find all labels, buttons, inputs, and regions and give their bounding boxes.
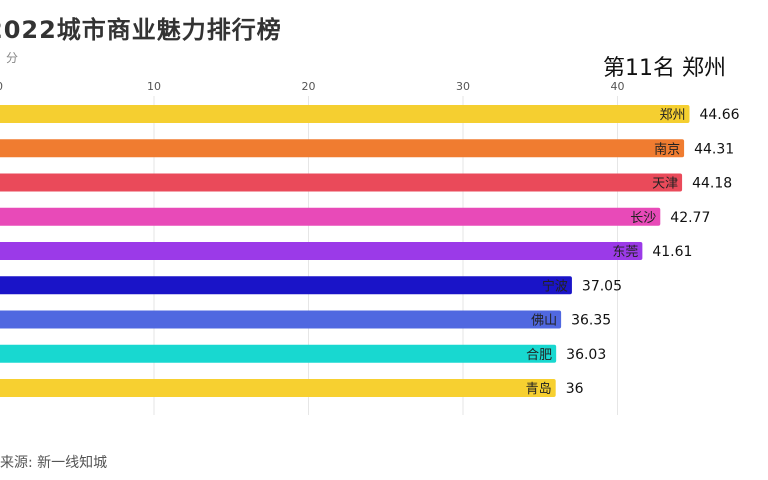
bar-value-label: 44.31 [694,141,734,157]
bar-郑州 [0,105,690,123]
bar-value-label: 36 [566,381,584,397]
bar-category-label: 天津 [652,177,678,192]
bar-宁波 [0,276,572,295]
bar-category-label: 合肥 [526,348,552,363]
bar-value-label: 37.05 [582,278,622,294]
bar-value-label: 44.66 [699,107,739,123]
bar-南京 [0,139,685,158]
bar-长沙 [0,207,661,226]
axis-unit-label: 分 [6,51,19,65]
bar-合肥 [0,344,557,363]
bar-category-label: 青岛 [526,381,552,397]
x-tick-label: 30 [456,80,470,93]
bar-category-label: 南京 [654,141,680,157]
x-tick-label: 0 [0,80,3,93]
chart-title: 2022城市商业魅力排行榜 [0,16,282,44]
x-tick-label: 40 [611,80,625,93]
bar-category-label: 郑州 [659,108,685,123]
bar-category-label: 宁波 [542,278,568,294]
bar-青岛 [0,379,556,397]
bar-value-label: 42.77 [670,210,710,226]
bar-value-label: 41.61 [652,244,692,260]
bar-value-label: 36.35 [571,313,611,329]
source-note: 来源: 新一线知城 [0,455,108,471]
rank-label: 第11名 郑州 [603,56,726,81]
bar-value-label: 44.18 [692,176,732,192]
bar-东莞 [0,242,643,260]
bar-佛山 [0,310,562,329]
bar-category-label: 佛山 [531,314,557,329]
bar-category-label: 东莞 [612,245,638,260]
bar-category-label: 长沙 [630,211,656,226]
x-tick-label: 10 [147,80,161,93]
x-tick-label: 20 [302,80,316,93]
bar-天津 [0,173,683,192]
bar-value-label: 36.03 [566,347,606,363]
